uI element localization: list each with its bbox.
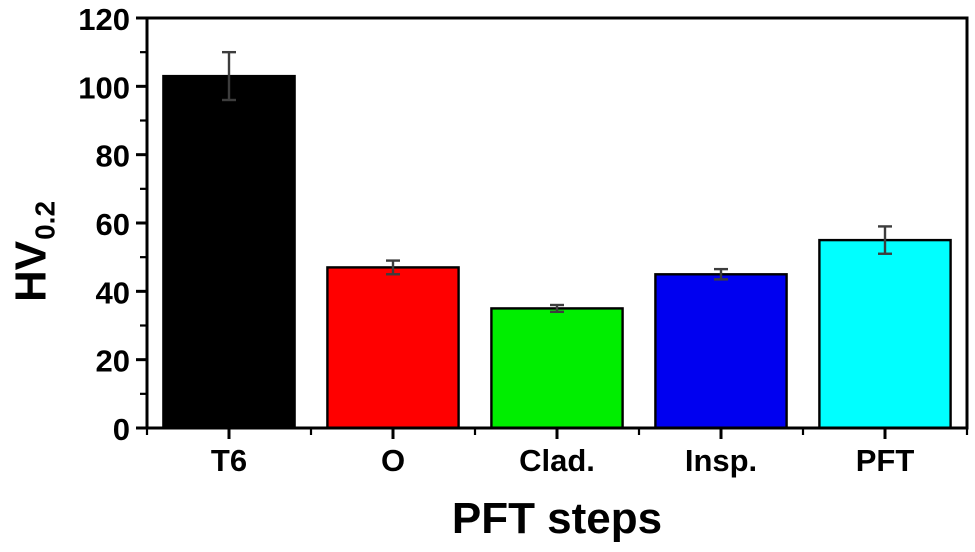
y-axis-title: HV0.2: [6, 200, 61, 303]
error-bar-Clad.: [550, 303, 564, 314]
error-bar-T6: [222, 50, 236, 102]
x-axis-title: PFT steps: [147, 496, 967, 542]
y-axis-title-text: HV: [6, 240, 56, 303]
y-tick-label-60: 60: [96, 207, 130, 242]
y-tick-label-100: 100: [78, 70, 130, 105]
category-label-T6: T6: [211, 443, 247, 478]
y-tick-label-120: 120: [78, 2, 130, 37]
y-tick-label-0: 0: [113, 412, 130, 447]
error-bar-O: [386, 259, 400, 276]
bar-Insp.: [654, 273, 788, 430]
error-bar-PFT: [878, 225, 892, 255]
bar-Clad.: [490, 307, 624, 430]
y-axis-title-subscript: 0.2: [29, 200, 61, 240]
y-tick-label-80: 80: [96, 139, 130, 174]
category-label-O: O: [381, 443, 405, 478]
x-axis-title-text: PFT steps: [451, 494, 663, 543]
y-tick-label-20: 20: [96, 344, 130, 379]
bar-O: [326, 266, 460, 430]
category-label-PFT: PFT: [856, 443, 915, 478]
category-label-Clad.: Clad.: [519, 443, 595, 478]
bar-PFT: [818, 238, 952, 430]
category-label-Insp.: Insp.: [685, 443, 757, 478]
error-bar-Insp.: [714, 267, 728, 281]
bar-T6: [162, 74, 296, 430]
y-tick-label-40: 40: [96, 275, 130, 310]
